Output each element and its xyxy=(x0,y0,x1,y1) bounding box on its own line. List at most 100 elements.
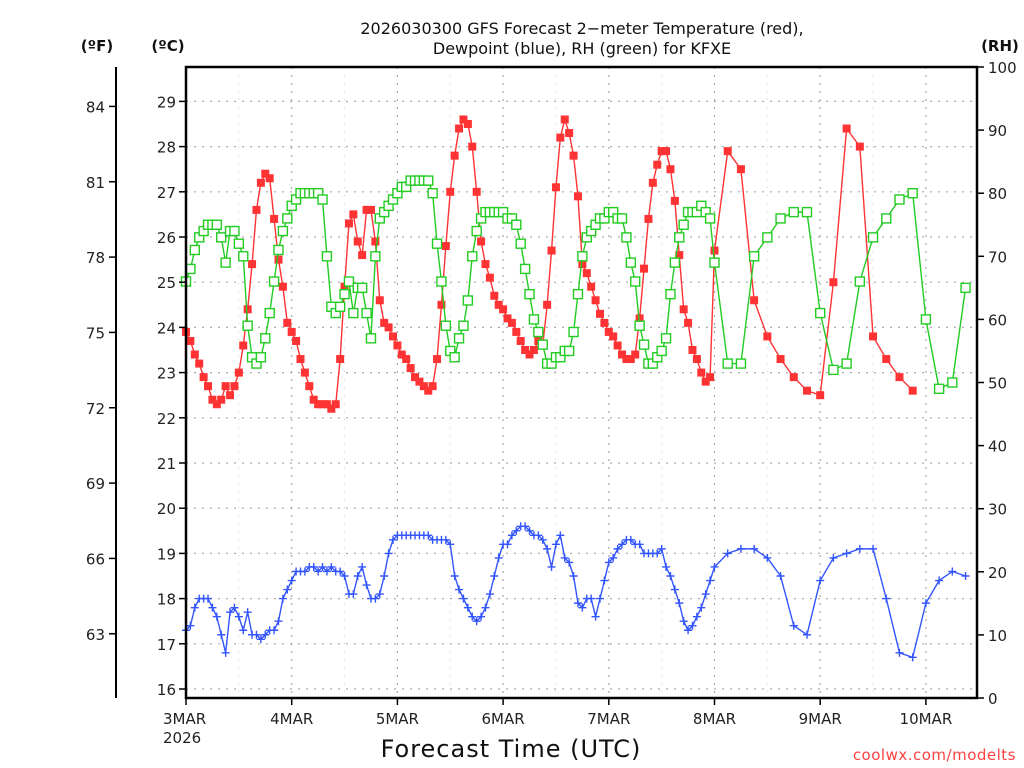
x-tick-label: 3MAR xyxy=(163,710,206,728)
celsius-unit-label: (ºC) xyxy=(151,37,184,55)
temperature-point xyxy=(428,382,437,391)
rh-point xyxy=(524,288,535,300)
temperature-point xyxy=(441,242,450,251)
rh-point xyxy=(828,364,839,376)
dewpoint-point xyxy=(252,630,261,639)
temperature-point xyxy=(336,355,345,364)
dewpoint-point xyxy=(270,626,279,635)
rh-point xyxy=(356,282,368,294)
temperature-point xyxy=(305,382,314,391)
rh-point xyxy=(656,345,667,357)
rh-point xyxy=(365,333,377,344)
temperature-point xyxy=(816,391,825,400)
dewpoint-point xyxy=(921,599,930,608)
celsius-tick-label: 22 xyxy=(157,410,176,428)
celsius-tick-label: 24 xyxy=(157,319,176,337)
temperature-point xyxy=(635,314,644,323)
rh-point xyxy=(431,238,443,249)
grid xyxy=(186,67,977,698)
dewpoint-point xyxy=(538,535,547,544)
dewpoint-point xyxy=(560,553,569,562)
temperature-point xyxy=(569,151,578,160)
dewpoint-point xyxy=(340,572,349,580)
rh-point xyxy=(907,187,918,199)
rh-point xyxy=(238,251,249,262)
fahrenheit-unit-label: (ºF) xyxy=(81,37,113,55)
x-year-label: 2026 xyxy=(163,729,201,747)
dewpoint-point xyxy=(186,621,195,630)
title-line1: 2026030300 GFS Forecast 2−meter Temperat… xyxy=(360,19,803,38)
celsius-tick-label: 28 xyxy=(157,139,176,157)
temperature-point xyxy=(551,183,560,192)
celsius-tick-label: 26 xyxy=(157,229,176,247)
temperature-point xyxy=(463,120,472,128)
temperature-point xyxy=(763,332,772,341)
temperature-point xyxy=(485,273,494,282)
fahrenheit-tick-label: 75 xyxy=(86,324,105,342)
temperature-point xyxy=(543,300,552,309)
temperature-point xyxy=(226,391,235,400)
temperature-point xyxy=(406,364,415,373)
temperature-point xyxy=(287,327,296,336)
rh-point xyxy=(722,358,733,369)
dewpoint-point xyxy=(375,590,384,599)
celsius-tick-label: 19 xyxy=(157,545,176,563)
temperature-point xyxy=(190,350,199,359)
dewpoint-point xyxy=(657,544,666,553)
temperature-point xyxy=(842,124,851,133)
fahrenheit-tick-label: 72 xyxy=(86,400,105,418)
fahrenheit-tick-label: 84 xyxy=(86,98,105,116)
dewpoint-point xyxy=(512,526,521,535)
temperature-point xyxy=(573,192,582,201)
dewpoint-point xyxy=(534,531,543,540)
rh-point xyxy=(634,320,645,331)
rh-point xyxy=(788,206,799,218)
temperature-point xyxy=(869,332,878,341)
temperature-point xyxy=(644,214,653,223)
dewpoint-point xyxy=(802,630,811,639)
temperature-point xyxy=(490,291,499,300)
temperature-point xyxy=(380,318,389,327)
temperature-point xyxy=(331,400,340,409)
temperature-point xyxy=(296,355,305,364)
temperature-point xyxy=(322,400,331,409)
temperature-point xyxy=(424,386,433,395)
rh-point xyxy=(519,263,531,275)
temperature-point xyxy=(560,115,569,124)
temperature-point xyxy=(895,373,904,382)
temperature-point xyxy=(388,332,397,341)
rh-point xyxy=(577,251,588,262)
dewpoint-point xyxy=(595,594,604,603)
rh-point xyxy=(264,307,275,319)
dewpoint-point xyxy=(565,558,574,567)
rh-point xyxy=(277,225,289,237)
celsius-tick-label: 25 xyxy=(157,274,176,292)
dewpoint-point xyxy=(468,612,477,621)
credit-link[interactable]: coolwx.com/modelts xyxy=(853,746,1016,764)
dewpoint-point xyxy=(455,585,464,594)
temperature-point xyxy=(278,282,287,291)
rh-unit-label: (RH) xyxy=(981,37,1019,55)
dewpoint-point xyxy=(626,535,635,544)
rh-point xyxy=(674,232,685,243)
dewpoint-point xyxy=(543,544,552,553)
dewpoint-point xyxy=(551,540,560,549)
temperature-point xyxy=(371,237,380,246)
dewpoint-point xyxy=(217,630,226,639)
dewpoint-point xyxy=(388,535,397,544)
temperature-point xyxy=(604,327,613,336)
rh-point xyxy=(625,257,637,268)
dewpoint-point xyxy=(842,549,851,558)
dewpoint-point xyxy=(692,612,701,621)
dewpoint-point xyxy=(604,558,613,567)
dewpoint-point xyxy=(591,612,600,621)
x-tick-label: 7MAR xyxy=(587,710,630,728)
dewpoint-point xyxy=(327,562,336,571)
dewpoint-point xyxy=(882,594,891,603)
dewpoint-point xyxy=(261,630,270,639)
dewpoint-point xyxy=(789,621,798,630)
dewpoint-point xyxy=(283,585,292,594)
temperature-point xyxy=(512,327,521,336)
temperature-point xyxy=(565,129,574,138)
